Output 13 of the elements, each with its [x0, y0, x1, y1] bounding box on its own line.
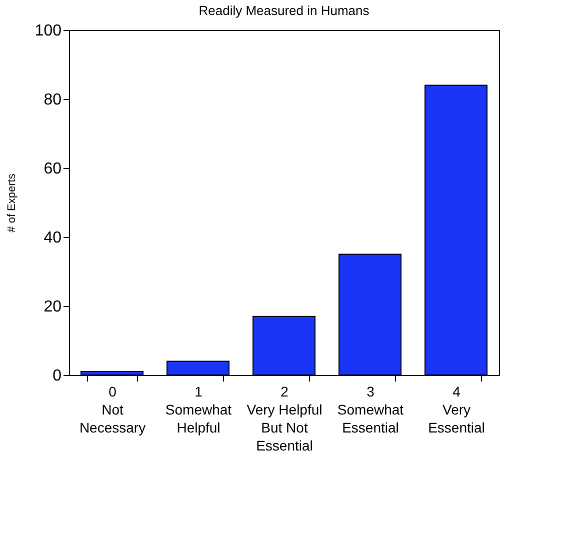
y-tick-label: 40 [44, 230, 62, 246]
x-tick-label: 2 Very Helpful But Not Essential [246, 384, 322, 454]
x-tick-label: 3 Somewhat Essential [337, 384, 404, 436]
x-tick-label: 1 Somewhat Helpful [165, 384, 232, 436]
chart-title: Readily Measured in Humans [198, 3, 370, 18]
y-tick-label: 100 [34, 22, 62, 40]
y-tick-label: 60 [44, 160, 62, 178]
y-axis-title: # of Experts [6, 173, 18, 232]
y-tick-label: 80 [44, 92, 62, 108]
y-tick-label: 20 [44, 298, 62, 316]
x-tick-label: 0 Not Necessary [79, 384, 146, 436]
y-tick-label: 0 [52, 368, 62, 384]
x-tick-label: 4 Very Essential [428, 384, 485, 436]
